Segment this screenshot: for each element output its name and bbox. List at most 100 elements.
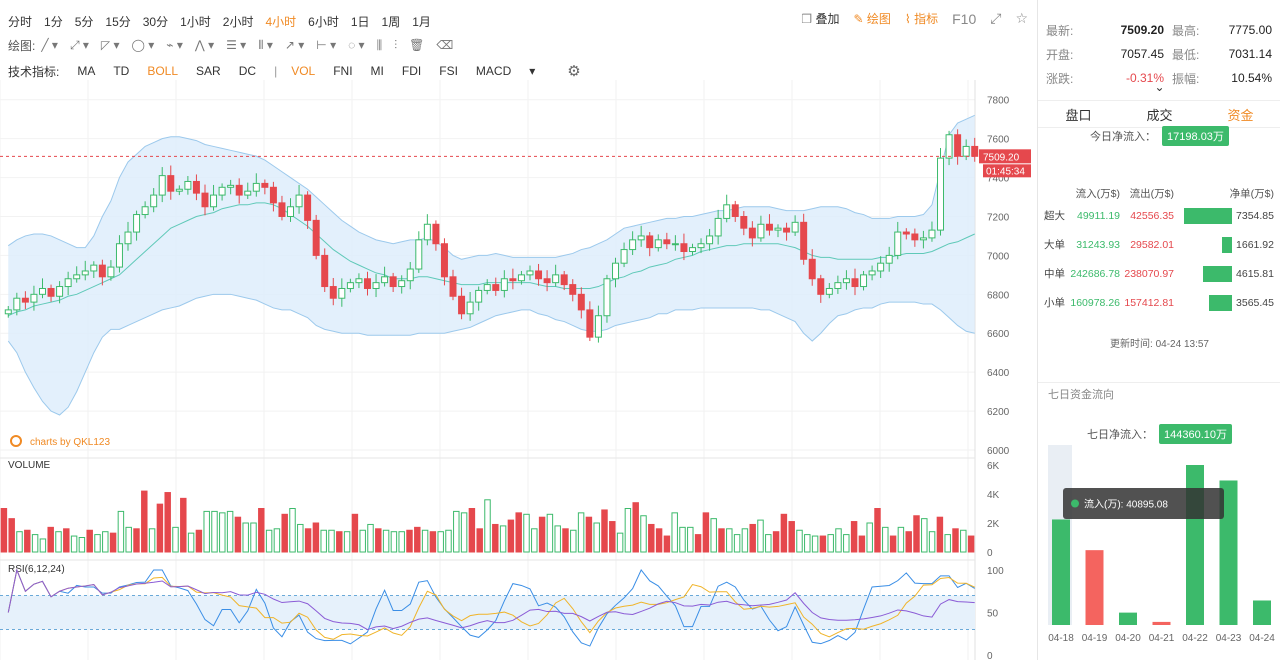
candle [458, 287, 466, 320]
flow-row-name: 大单 [1044, 239, 1065, 251]
period-tab[interactable]: 15分 [105, 14, 131, 29]
flow-row: 小单 160978.26 157412.81 3565.45 [1044, 288, 1278, 317]
volume-bar [336, 531, 343, 553]
indicator-tab[interactable]: VOL [291, 64, 316, 78]
flow-row-out: 29582.01 [1130, 238, 1174, 251]
volume-bar [952, 528, 959, 553]
seven-day-chart[interactable]: 04-18 04-19 04-20 04-21 04-22 04-23 04-24 流入(万)… [1038, 440, 1280, 655]
bar-pattern-icon[interactable]: ⫼ [376, 37, 383, 52]
candle [261, 179, 269, 195]
seven-day-bar[interactable] [1219, 480, 1238, 625]
arrow-tool-icon[interactable]: ↗ ▾ [284, 38, 305, 52]
star-icon[interactable]: ☆ [1015, 10, 1028, 26]
volume-bar [351, 513, 359, 553]
period-tab[interactable]: 1日 [350, 14, 370, 29]
seven-day-net-label: 七日净流入： [1087, 429, 1153, 441]
seven-day-bar[interactable] [1253, 600, 1271, 625]
flow-row-net-cell: 3565.45 [1174, 294, 1274, 311]
candle [937, 147, 945, 236]
period-tab[interactable]: 1小时 [180, 14, 211, 29]
volume-bar [8, 518, 15, 553]
candle [817, 274, 825, 303]
settings-gear-icon[interactable]: ⚙ [567, 63, 581, 80]
candle [671, 235, 679, 251]
fullscreen-icon[interactable]: ⤢ [990, 10, 1002, 26]
f10-button[interactable]: F10 [952, 10, 977, 27]
candle [714, 209, 722, 245]
volume-bar [796, 529, 803, 553]
draw-button[interactable]: ✎ 绘图 [853, 10, 890, 27]
volume-bar [39, 538, 47, 553]
flow-row-in: 31243.93 [1076, 238, 1120, 251]
circle-tool-icon[interactable]: ◯ ▾ [131, 38, 155, 52]
fib-tool-icon[interactable]: ☰ ▾ [226, 38, 247, 52]
seven-day-bar[interactable] [1152, 621, 1171, 625]
volume-bar [772, 531, 780, 553]
period-tab[interactable]: 1月 [412, 14, 431, 29]
tooltip-text: 流入(万): 40895.08 [1084, 498, 1168, 511]
candle [945, 130, 953, 166]
indicator-tab[interactable]: SAR [196, 64, 221, 78]
candle [748, 221, 756, 247]
eraser-icon[interactable]: ⌫ [436, 38, 454, 52]
candle [654, 234, 662, 252]
indicator-button[interactable]: ⌇ 指标 [905, 10, 938, 27]
flow-row-in: 160978.26 [1070, 296, 1120, 309]
high-key: 最高: [1172, 23, 1200, 38]
volume-bar [866, 522, 873, 553]
indicator-tab[interactable]: FDI [401, 64, 422, 78]
rsi-line [7, 568, 975, 640]
side-tab[interactable]: 成交 [1146, 107, 1173, 123]
volume-bar [741, 528, 749, 553]
expand-chevron-icon[interactable]: ⌄ [1154, 80, 1165, 94]
candle [825, 283, 833, 299]
candle [706, 228, 714, 251]
indicator-tab[interactable]: FNI [333, 64, 353, 78]
gann-tool-icon[interactable]: ⦀ ▾ [258, 37, 273, 52]
pattern-tool-icon[interactable]: ⋀ ▾ [194, 38, 215, 52]
indicator-tab[interactable]: TD [113, 64, 130, 78]
trash-icon[interactable]: 🗑 [409, 38, 425, 52]
overlay-button[interactable]: ❒ 叠加 [801, 10, 839, 27]
period-tab[interactable]: 1分 [44, 14, 63, 29]
low-value: 7031.14 [1228, 47, 1272, 61]
period-tab[interactable]: 6小时 [308, 14, 339, 29]
indicator-tab[interactable]: MA [77, 64, 96, 78]
indicator-dropdown-icon[interactable]: ▾ [529, 64, 536, 78]
candle [398, 275, 406, 294]
ray-tool-icon[interactable]: ⤢ ▾ [69, 37, 89, 52]
indicator-tab[interactable]: MACD [475, 64, 512, 78]
line-tool-icon[interactable]: ╱ ▾ [41, 38, 58, 52]
period-tab[interactable]: 5分 [74, 14, 94, 29]
period-tab[interactable]: 1周 [381, 14, 401, 29]
measure-tool-icon[interactable]: ⊢ ▾ [316, 38, 337, 52]
period-tab[interactable]: 4小时 [265, 14, 297, 29]
seven-day-header: 七日资金流向 [1038, 382, 1280, 404]
seven-day-bar[interactable] [1119, 612, 1137, 625]
period-tab[interactable]: 30分 [142, 14, 169, 29]
flow-row-net-cell: 7354.85 [1174, 207, 1274, 224]
candle [13, 292, 21, 316]
volume-bar [928, 531, 936, 553]
volume-bar [640, 515, 647, 553]
seven-day-bar[interactable] [1052, 519, 1070, 625]
note-tool-icon[interactable]: ◌ ▾ [348, 38, 365, 52]
channel-tool-icon[interactable]: ◸ ▾ [100, 38, 120, 52]
indicator-tab[interactable]: BOLL [147, 64, 179, 78]
wave-tool-icon[interactable]: ⌁ ▾ [166, 38, 183, 52]
flow-net-bar [1209, 294, 1232, 311]
period-tab[interactable]: 分时 [8, 14, 33, 29]
side-tab[interactable]: 资金 [1227, 107, 1254, 123]
period-tab[interactable]: 2小时 [222, 14, 254, 29]
side-tab[interactable]: 盘口 [1065, 107, 1092, 123]
indicator-tab[interactable]: DC [238, 64, 257, 78]
indicator-tab[interactable]: FSI [439, 64, 458, 78]
chart-svg[interactable]: 7800 7600 7400 7200 7000 6800 6600 6400 6200 6000… [0, 80, 1036, 660]
seven-day-bar[interactable] [1085, 550, 1104, 625]
candle [98, 259, 106, 286]
volume-bar [398, 531, 405, 553]
indicator-tab[interactable]: MI [370, 64, 384, 78]
price-range-icon[interactable]: ⫶ [394, 37, 398, 52]
candle [372, 274, 380, 298]
flow-row-net-cell: 1661.92 [1174, 236, 1274, 253]
